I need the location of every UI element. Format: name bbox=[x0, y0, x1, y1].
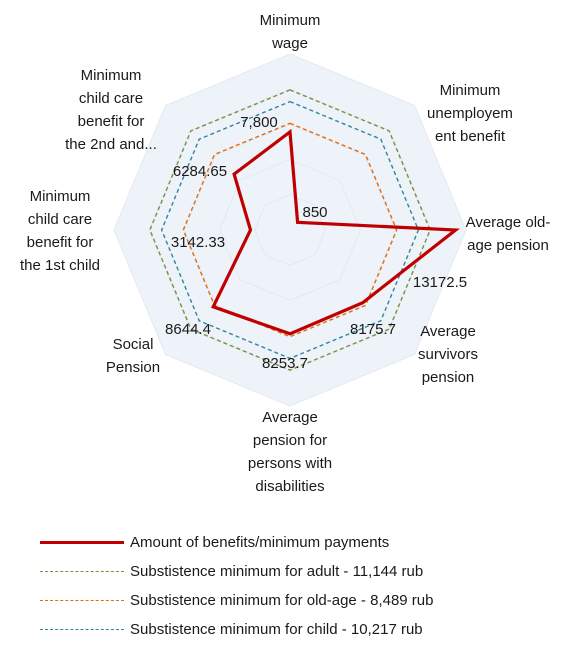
reference-lines bbox=[149, 89, 431, 371]
grid-ring bbox=[254, 194, 326, 266]
axis-label-line: child care bbox=[79, 90, 143, 107]
axis-label-line: pension for bbox=[253, 432, 327, 449]
axis-label-line: disabilities bbox=[255, 478, 324, 495]
axis-label-line: benefit for bbox=[27, 234, 94, 251]
legend-label: Substistence minimum for child - 10,217 … bbox=[130, 621, 423, 638]
legend-swatch-adult bbox=[40, 571, 124, 572]
legend-swatch-benefits bbox=[40, 541, 124, 544]
grid-ring bbox=[113, 53, 467, 407]
axis-label-line: child care bbox=[28, 211, 92, 228]
axis-label: Minimum child care benefit for the 1st chil… bbox=[20, 188, 100, 274]
legend-item: Substistence minimum for adult - 11,144 … bbox=[40, 557, 560, 586]
grid-ring bbox=[219, 159, 361, 301]
legend-label: Substistence minimum for old-age - 8,489… bbox=[130, 592, 434, 609]
axis-label: Minimum child care benefit for the 2nd and.… bbox=[65, 67, 157, 153]
axis-label: Minimum unemployem ent benefit bbox=[427, 82, 513, 145]
axis-label-line: Pension bbox=[106, 359, 160, 376]
data-series bbox=[210, 128, 460, 336]
axis-labels: Minimum wage Minimum unemployem ent benefit A… bbox=[20, 12, 550, 495]
data-label: 850 bbox=[302, 204, 327, 221]
axis-label: Social Pension bbox=[106, 336, 160, 376]
grid-ring bbox=[183, 123, 397, 337]
axis-label-line: persons with bbox=[248, 455, 332, 472]
axis-label-line: Minimum bbox=[81, 67, 142, 84]
axis-label-line: unemployem bbox=[427, 105, 513, 122]
legend-swatch-old-age bbox=[40, 600, 124, 601]
axis-label-line: Minimum bbox=[30, 188, 91, 205]
axis-label: Average old-age pension bbox=[466, 214, 551, 254]
legend-label: Amount of benefits/minimum payments bbox=[130, 534, 390, 551]
axis-label: Average survivors pension bbox=[418, 323, 478, 386]
axis-label-line: Average bbox=[420, 323, 476, 340]
data-label: 8175.7 bbox=[350, 321, 396, 338]
legend-swatch-child bbox=[40, 629, 124, 630]
axis-label-line: pension bbox=[422, 369, 475, 386]
axis-label-line: ent benefit bbox=[435, 128, 506, 145]
data-label: 8253.7 bbox=[262, 355, 308, 372]
benefits-series-line bbox=[210, 128, 460, 336]
legend-item: Substistence minimum for old-age - 8,489… bbox=[40, 586, 560, 615]
data-labels: 7,800 850 13172.5 8175.7 8253.7 8644.4 3142.33… bbox=[165, 114, 467, 372]
axis-label-line: Minimum bbox=[260, 12, 321, 29]
axis-label-line: age pension bbox=[467, 237, 549, 254]
axis-label: Minimum wage bbox=[260, 12, 321, 52]
axis-label-line: Minimum bbox=[440, 82, 501, 99]
legend-item: Amount of benefits/minimum payments bbox=[40, 528, 560, 557]
axis-label-line: Social bbox=[113, 336, 154, 353]
data-label: 7,800 bbox=[240, 114, 278, 131]
data-label: 13172.5 bbox=[413, 274, 467, 291]
legend-label: Substistence minimum for adult - 11,144 … bbox=[130, 563, 424, 580]
axis-label: Average pension for persons with disabiliti… bbox=[248, 409, 332, 495]
reference-line-2 bbox=[182, 122, 398, 338]
axis-label-line: survivors bbox=[418, 346, 478, 363]
reference-line-1 bbox=[149, 89, 431, 371]
axis-label-line: Average bbox=[262, 409, 318, 426]
data-label: 8644.4 bbox=[165, 321, 211, 338]
legend: Amount of benefits/minimum payments Subs… bbox=[40, 528, 560, 644]
reference-line-3 bbox=[160, 100, 420, 360]
axis-label-line: the 2nd and... bbox=[65, 136, 157, 153]
data-label: 3142.33 bbox=[171, 234, 225, 251]
radar-grid bbox=[113, 53, 467, 407]
data-label: 6284.65 bbox=[173, 163, 227, 180]
axis-label-line: wage bbox=[271, 35, 308, 52]
legend-item: Substistence minimum for child - 10,217 … bbox=[40, 615, 560, 644]
axis-label-line: benefit for bbox=[78, 113, 145, 130]
axis-label-line: the 1st child bbox=[20, 257, 100, 274]
axis-label-line: Average old- bbox=[466, 214, 551, 231]
